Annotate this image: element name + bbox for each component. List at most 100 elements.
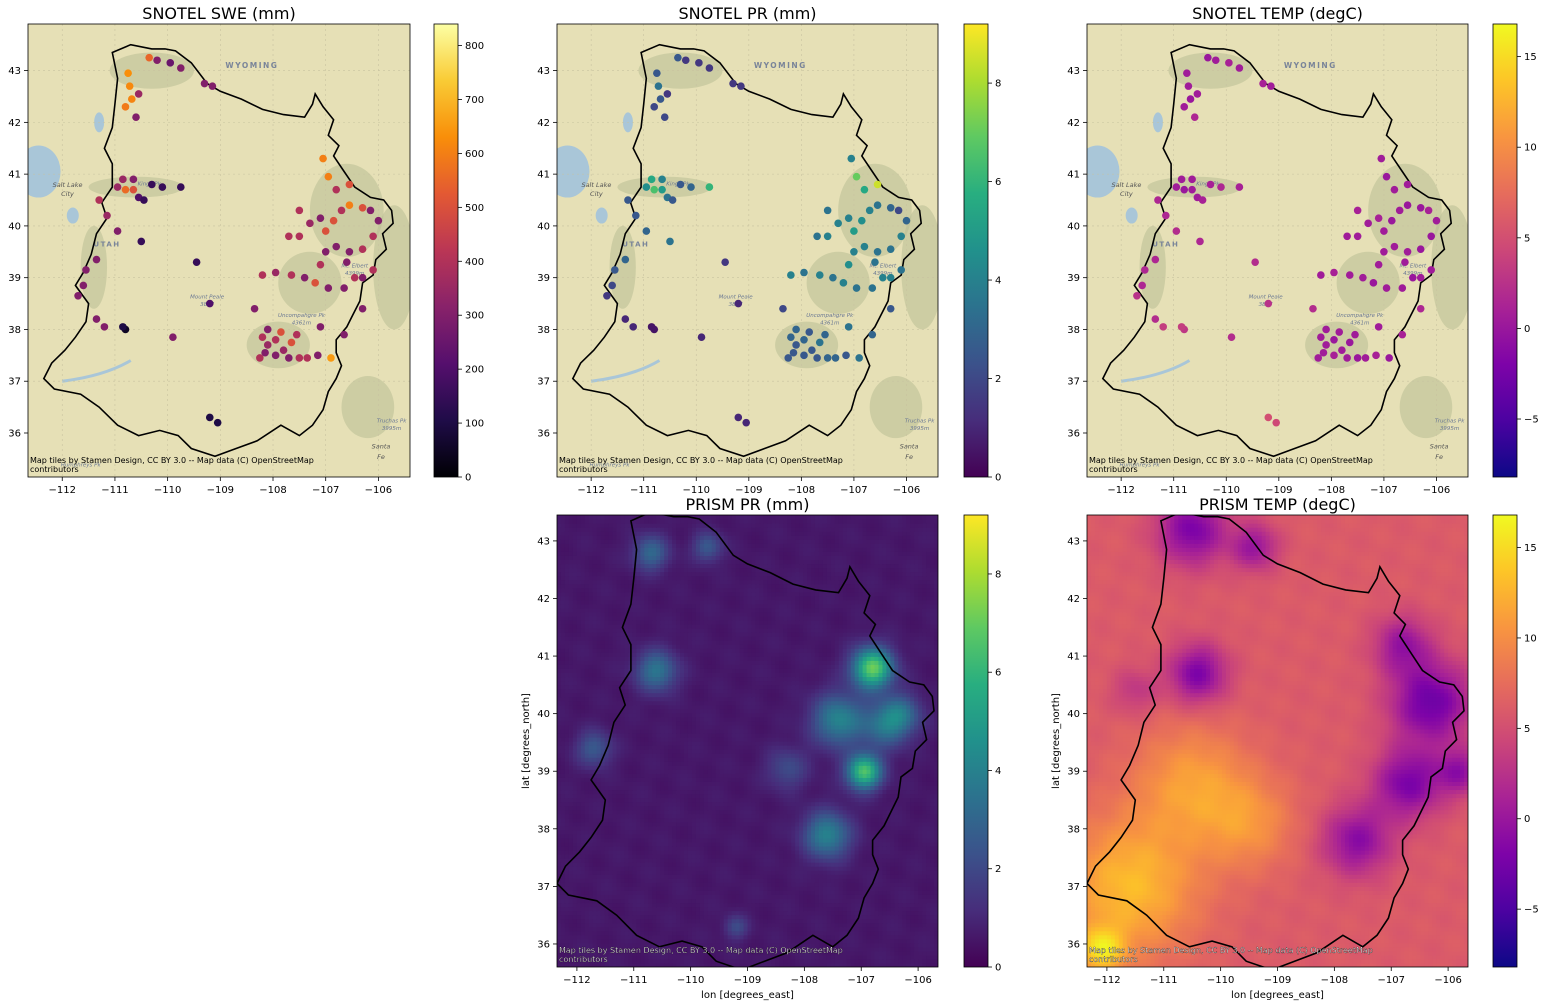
- raster-cell: [886, 878, 891, 883]
- station-point: [1427, 266, 1435, 274]
- raster-cell: [791, 939, 796, 944]
- raster-cell: [815, 866, 820, 871]
- raster-cell: [680, 793, 685, 798]
- raster-cell: [831, 798, 836, 803]
- raster-cell: [894, 834, 899, 839]
- raster-cell: [704, 814, 709, 819]
- raster-cell: [640, 959, 645, 964]
- raster-cell: [771, 834, 776, 839]
- raster-cell: [617, 842, 622, 847]
- raster-cell: [779, 814, 784, 819]
- raster-cell: [672, 959, 677, 964]
- raster-cell: [585, 862, 590, 867]
- raster-cell: [791, 826, 796, 831]
- raster-cell: [712, 818, 717, 823]
- raster-cell: [867, 959, 872, 964]
- raster-cell: [799, 959, 804, 964]
- y-tick-label: 38: [1067, 325, 1080, 336]
- raster-cell: [605, 814, 610, 819]
- station-point: [1183, 69, 1191, 77]
- raster-cell: [561, 915, 566, 920]
- raster-cell: [728, 830, 733, 835]
- raster-cell: [867, 781, 872, 786]
- raster-cell: [930, 886, 935, 891]
- raster-cell: [815, 923, 820, 928]
- raster-cell: [613, 838, 618, 843]
- raster-cell: [668, 842, 673, 847]
- raster-cell: [863, 955, 868, 960]
- raster-cell: [589, 911, 594, 916]
- station-point: [293, 331, 301, 339]
- raster-cell: [700, 911, 705, 916]
- raster-cell: [755, 882, 760, 887]
- raster-cell: [922, 802, 927, 807]
- raster-cell: [696, 959, 701, 964]
- raster-cell: [759, 935, 764, 940]
- raster-cell: [593, 911, 598, 916]
- raster-cell: [787, 810, 792, 815]
- raster-cell: [569, 830, 574, 835]
- raster-cell: [898, 858, 903, 863]
- raster-cell: [755, 923, 760, 928]
- raster-cell: [648, 923, 653, 928]
- raster-cell: [748, 814, 753, 819]
- raster-cell: [902, 955, 907, 960]
- raster-cell: [624, 898, 629, 903]
- raster-cell: [763, 846, 768, 851]
- raster-cell: [918, 874, 923, 879]
- panel-prism_pr: Map tiles by Stamen Design, CC BY 3.0 --…: [521, 495, 1001, 1001]
- station-point: [1391, 243, 1399, 251]
- raster-cell: [898, 802, 903, 807]
- raster-cell: [890, 902, 895, 907]
- raster-cell: [926, 842, 931, 847]
- raster-cell: [910, 789, 915, 794]
- raster-cell: [640, 818, 645, 823]
- raster-cell: [767, 858, 772, 863]
- raster-cell: [835, 894, 840, 899]
- raster-cell: [910, 911, 915, 916]
- raster-cell: [708, 935, 713, 940]
- raster-cell: [799, 906, 804, 911]
- map-label: Mount Peale: [190, 294, 225, 300]
- raster-cell: [875, 842, 880, 847]
- raster-cell: [696, 822, 701, 827]
- raster-cell: [736, 862, 741, 867]
- raster-cell: [609, 830, 614, 835]
- station-point: [95, 196, 103, 204]
- raster-cell: [585, 882, 590, 887]
- station-point: [1346, 271, 1354, 279]
- raster-cell: [783, 878, 788, 883]
- raster-cell: [902, 927, 907, 932]
- raster-cell: [577, 822, 582, 827]
- raster-cell: [589, 890, 594, 895]
- raster-cell: [819, 838, 824, 843]
- raster-cell: [851, 834, 856, 839]
- raster-cell: [835, 814, 840, 819]
- raster-cell: [720, 882, 725, 887]
- raster-cell: [914, 870, 919, 875]
- raster-cell: [839, 842, 844, 847]
- raster-cell: [748, 870, 753, 875]
- station-point: [1194, 90, 1202, 98]
- raster-cell: [605, 789, 610, 794]
- y-tick-label: 43: [8, 66, 21, 77]
- raster-cell: [621, 806, 626, 811]
- raster-cell: [751, 911, 756, 916]
- utah-lake: [1126, 208, 1138, 224]
- raster-cell: [807, 955, 812, 960]
- raster-cell: [779, 846, 784, 851]
- raster-cell: [748, 886, 753, 891]
- raster-cell: [632, 955, 637, 960]
- raster-cell: [621, 890, 626, 895]
- raster-cell: [783, 802, 788, 807]
- raster-cell: [847, 906, 852, 911]
- raster-cell: [827, 878, 832, 883]
- raster-cell: [835, 866, 840, 871]
- station-point: [137, 238, 145, 246]
- raster-cell: [573, 931, 578, 936]
- station-point: [285, 232, 293, 240]
- raster-cell: [914, 919, 919, 924]
- raster-cell: [573, 919, 578, 924]
- raster-cell: [795, 955, 800, 960]
- raster-cell: [700, 854, 705, 859]
